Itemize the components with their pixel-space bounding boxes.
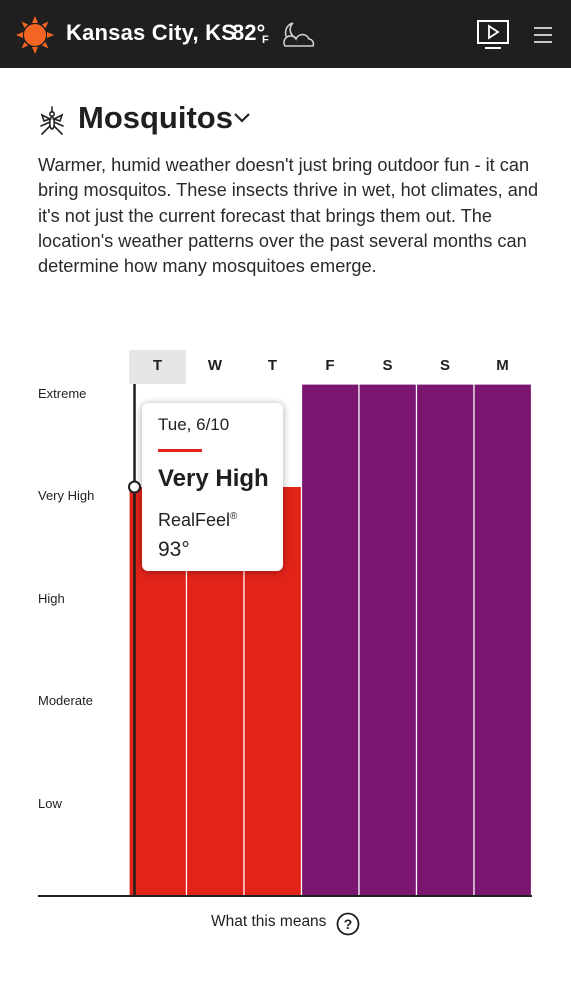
day-header[interactable]: T — [152, 357, 163, 374]
section-description: Warmer, humid weather doesn't just bring… — [38, 155, 539, 277]
mosquito-icon — [40, 106, 64, 135]
tooltip-realfeel-value: 93° — [158, 538, 190, 561]
day-bar[interactable] — [358, 383, 418, 897]
what-this-means-link[interactable]: What this means — [211, 913, 327, 930]
day-header[interactable]: T — [267, 357, 278, 374]
tooltip-realfeel-label: RealFeel® — [158, 510, 238, 530]
registered-mark: ® — [230, 511, 238, 522]
selection-point — [128, 480, 141, 494]
y-axis-label: Very High — [38, 488, 95, 504]
day-bar[interactable] — [415, 383, 475, 897]
y-axis-label: High — [38, 590, 65, 606]
top-bar: Kansas City, KS 82° F — [0, 0, 571, 68]
y-axis-label: Moderate — [38, 693, 93, 709]
day-header[interactable]: M — [496, 357, 509, 374]
selected-day-highlight — [129, 350, 186, 384]
location-name[interactable]: Kansas City, KS — [66, 20, 237, 45]
day-bar[interactable] — [473, 383, 533, 897]
tooltip-date: Tue, 6/10 — [158, 415, 230, 434]
day-header[interactable]: W — [207, 357, 223, 374]
day-header[interactable]: S — [439, 357, 450, 374]
tooltip-level: Very High — [158, 465, 269, 492]
tooltip-accent-line — [158, 449, 202, 452]
chevron-down-icon[interactable] — [232, 110, 252, 126]
day-header[interactable]: F — [325, 357, 335, 374]
day-tooltip: Tue, 6/10 Very High RealFeel® 93° — [142, 403, 283, 571]
video-play-icon[interactable] — [476, 19, 510, 51]
moon-cloud-icon — [283, 22, 315, 47]
hamburger-menu-icon[interactable] — [530, 24, 554, 46]
day-bar[interactable] — [300, 383, 360, 897]
question-circle-icon[interactable]: ? — [336, 912, 360, 936]
day-header[interactable]: S — [382, 357, 393, 374]
svg-text:?: ? — [344, 916, 353, 932]
sun-icon — [16, 16, 54, 54]
y-axis-label: Extreme — [38, 386, 87, 401]
temperature-unit: F — [262, 34, 269, 46]
y-axis-label: Low — [38, 795, 62, 811]
section-title: Mosquitos — [78, 100, 233, 135]
current-temperature: 82° — [232, 20, 266, 45]
